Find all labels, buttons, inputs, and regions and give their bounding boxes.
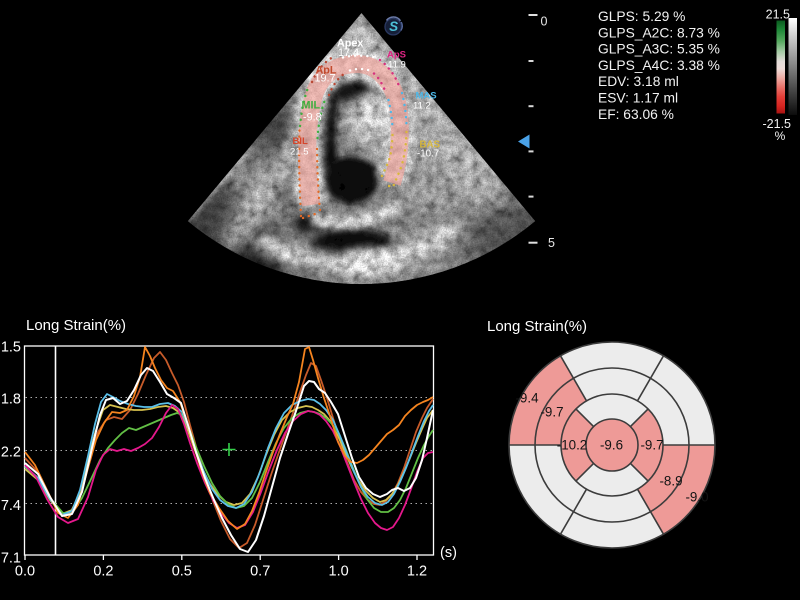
svg-text:BAS: BAS: [420, 140, 441, 151]
svg-text:Long Strain(%): Long Strain(%): [26, 317, 126, 334]
svg-text:GLPS_A2C: 8.73 %: GLPS_A2C: 8.73 %: [598, 25, 720, 40]
svg-text:MIL: MIL: [302, 99, 321, 111]
svg-text:11.2: 11.2: [413, 101, 431, 112]
svg-text:-21.5: -21.5: [763, 117, 792, 131]
svg-text:-10.7: -10.7: [417, 149, 439, 160]
svg-text:1.5: 1.5: [1, 340, 21, 356]
svg-text:1.0: 1.0: [329, 564, 349, 580]
svg-text:EDV: 3.18 ml: EDV: 3.18 ml: [598, 74, 679, 89]
svg-text:-9.4: -9.4: [515, 391, 539, 406]
svg-text:GLPS: 5.29 %: GLPS: 5.29 %: [598, 9, 685, 24]
svg-text:0.0: 0.0: [15, 564, 35, 580]
svg-text:-9.7: -9.7: [640, 438, 663, 453]
svg-text:ApL: ApL: [316, 65, 337, 77]
svg-text:-8.9: -8.9: [659, 474, 682, 489]
svg-text:ESV: 1.17 ml: ESV: 1.17 ml: [598, 91, 678, 106]
svg-text:0.2: 0.2: [93, 564, 113, 580]
svg-text:BIL: BIL: [293, 136, 309, 147]
svg-text:S: S: [389, 19, 398, 34]
svg-text:-9.0: -9.0: [685, 490, 708, 505]
svg-text:-9.7: -9.7: [540, 405, 563, 420]
svg-text:(s): (s): [440, 545, 457, 561]
svg-text:5: 5: [548, 236, 555, 250]
svg-text:21.5: 21.5: [290, 147, 309, 158]
svg-text:2.2: 2.2: [1, 444, 21, 460]
svg-text:-9.8: -9.8: [303, 112, 322, 124]
svg-text:0.5: 0.5: [172, 564, 192, 580]
svg-text:Apex: Apex: [337, 37, 363, 49]
svg-text:%: %: [775, 129, 786, 143]
svg-text:1.2: 1.2: [407, 564, 427, 580]
svg-text:EF: 63.06 %: EF: 63.06 %: [598, 107, 674, 122]
svg-text:11.9: 11.9: [388, 60, 406, 71]
svg-text:7.4: 7.4: [1, 498, 21, 514]
svg-text:17.4: 17.4: [338, 47, 359, 59]
svg-text:0.7: 0.7: [250, 564, 270, 580]
svg-text:1.8: 1.8: [1, 391, 21, 407]
svg-text:GLPS_A4C: 3.38 %: GLPS_A4C: 3.38 %: [598, 58, 720, 73]
svg-text:0: 0: [541, 15, 548, 29]
svg-text:7.1: 7.1: [1, 551, 21, 567]
svg-text:21.5: 21.5: [766, 8, 790, 22]
svg-text:-10.2: -10.2: [557, 438, 588, 453]
svg-text:ApS: ApS: [387, 50, 406, 61]
svg-text:Long Strain(%): Long Strain(%): [487, 318, 587, 335]
svg-text:-9.6: -9.6: [600, 438, 623, 453]
svg-text:GLPS_A3C: 5.35 %: GLPS_A3C: 5.35 %: [598, 42, 720, 57]
svg-text:19.7: 19.7: [315, 72, 336, 84]
svg-text:MAS: MAS: [416, 90, 437, 101]
